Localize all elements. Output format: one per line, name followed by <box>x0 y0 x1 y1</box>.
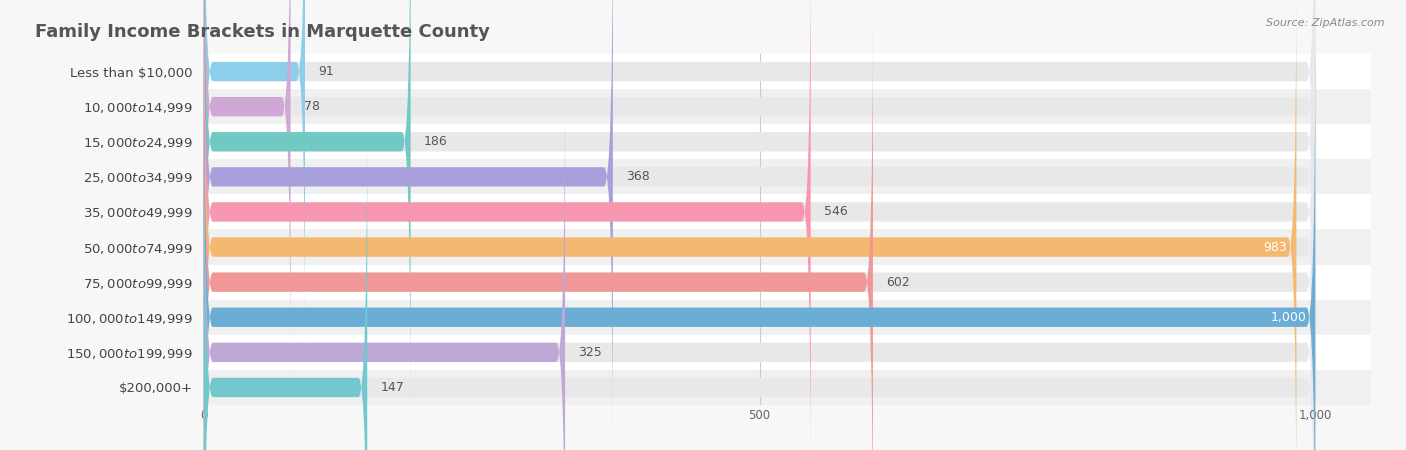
FancyBboxPatch shape <box>204 0 811 450</box>
Text: 368: 368 <box>626 171 650 183</box>
Bar <box>148 159 1406 194</box>
Text: 147: 147 <box>381 381 405 394</box>
Bar <box>148 194 1406 230</box>
Text: 91: 91 <box>318 65 335 78</box>
FancyBboxPatch shape <box>204 0 291 378</box>
Text: 186: 186 <box>425 135 447 148</box>
FancyBboxPatch shape <box>204 0 1315 448</box>
Bar <box>148 54 1406 89</box>
FancyBboxPatch shape <box>204 0 1315 413</box>
FancyBboxPatch shape <box>204 0 411 413</box>
Text: 983: 983 <box>1264 241 1288 253</box>
FancyBboxPatch shape <box>204 0 1315 343</box>
Text: Source: ZipAtlas.com: Source: ZipAtlas.com <box>1267 18 1385 28</box>
FancyBboxPatch shape <box>204 11 873 450</box>
FancyBboxPatch shape <box>204 0 1315 450</box>
FancyBboxPatch shape <box>204 0 613 448</box>
Text: 1,000: 1,000 <box>1271 311 1306 324</box>
Bar <box>148 230 1406 265</box>
FancyBboxPatch shape <box>204 0 1296 450</box>
FancyBboxPatch shape <box>204 46 1315 450</box>
FancyBboxPatch shape <box>204 81 1315 450</box>
FancyBboxPatch shape <box>204 0 1315 450</box>
FancyBboxPatch shape <box>204 46 1315 450</box>
FancyBboxPatch shape <box>204 116 1315 450</box>
Text: 546: 546 <box>824 206 848 218</box>
FancyBboxPatch shape <box>204 81 565 450</box>
Text: 325: 325 <box>578 346 602 359</box>
FancyBboxPatch shape <box>204 0 305 343</box>
Bar <box>148 370 1406 405</box>
Bar <box>148 335 1406 370</box>
Text: 78: 78 <box>304 100 321 113</box>
Text: Family Income Brackets in Marquette County: Family Income Brackets in Marquette Coun… <box>35 23 489 41</box>
FancyBboxPatch shape <box>204 11 1315 450</box>
Bar <box>148 265 1406 300</box>
FancyBboxPatch shape <box>204 0 1315 378</box>
Bar <box>148 300 1406 335</box>
Text: 602: 602 <box>886 276 910 288</box>
FancyBboxPatch shape <box>204 116 367 450</box>
Bar <box>148 124 1406 159</box>
Bar <box>148 89 1406 124</box>
